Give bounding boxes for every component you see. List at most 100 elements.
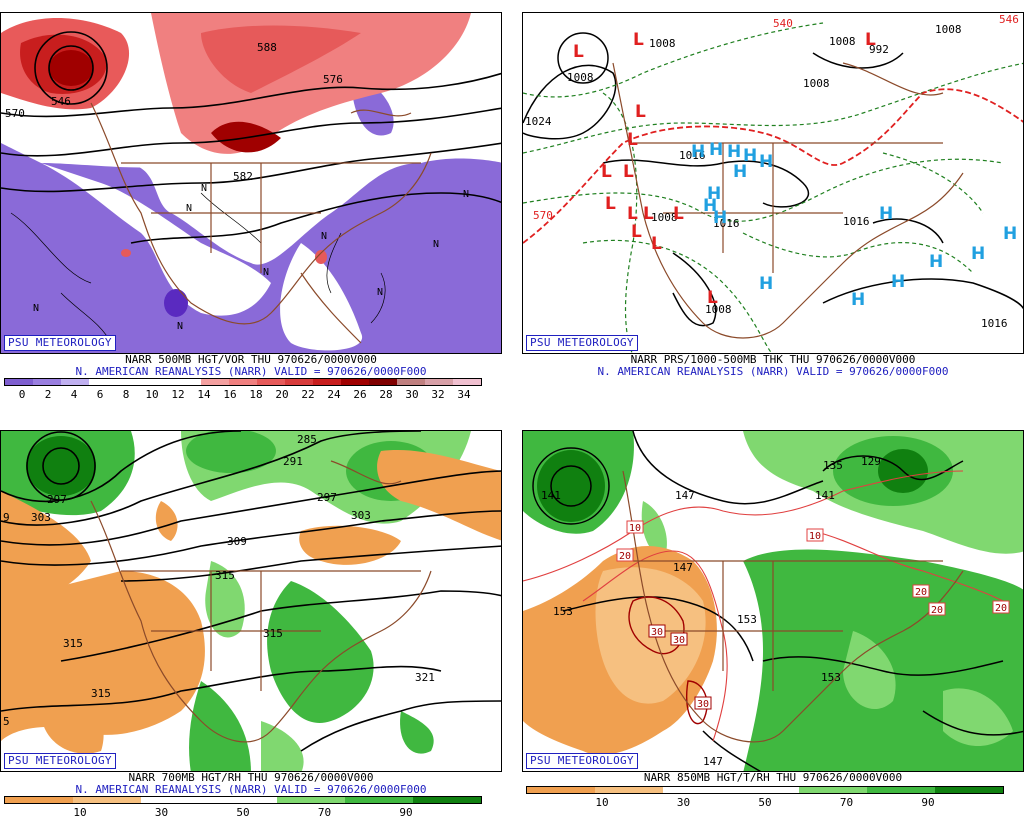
hgt-label: 315 xyxy=(91,687,111,700)
thk-contour xyxy=(523,62,1023,154)
rh-colorbar-ticks: 10 30 50 70 90 xyxy=(4,807,482,819)
caption-valid: N. AMERICAN REANALYSIS (NARR) VALID = 97… xyxy=(75,365,427,378)
hgt-contour xyxy=(1,431,422,526)
colorbar-swatch xyxy=(527,787,595,793)
hgt-label: 141 xyxy=(541,489,561,502)
vort-marker: N xyxy=(433,239,439,250)
hgt-contour xyxy=(60,590,501,662)
high-pressure-marker: H xyxy=(759,152,773,172)
temp-label: 20 xyxy=(912,584,930,598)
hgt-label: 303 xyxy=(31,511,51,524)
slp-label: 1016 xyxy=(981,317,1008,330)
vort-low-region xyxy=(1,141,501,353)
colorbar-swatch xyxy=(141,797,209,803)
hgt-label: 321 xyxy=(415,671,435,684)
temp-label: 30 xyxy=(670,632,688,646)
high-pressure-marker: H xyxy=(709,140,723,160)
colorbar-swatch xyxy=(397,379,425,385)
thk-contour xyxy=(523,22,824,98)
high-pressure-marker: H xyxy=(929,252,943,272)
colorbar-tick-label: 70 xyxy=(839,796,854,809)
colorbar-tick-label: 10 xyxy=(145,388,159,401)
colorbar-swatch xyxy=(209,797,277,803)
high-pressure-marker: H xyxy=(713,208,727,228)
caption-valid: N. AMERICAN REANALYSIS (NARR) VALID = 97… xyxy=(75,783,427,796)
hgt-label: 546 xyxy=(51,95,71,108)
colorbar-tick-label: 24 xyxy=(327,388,341,401)
hgt-label: 147 xyxy=(703,755,723,768)
hgt-label: 135 xyxy=(823,459,843,472)
slp-label: 1008 xyxy=(829,35,856,48)
hgt-contour xyxy=(120,545,501,582)
colorbar-swatch xyxy=(935,787,1003,793)
vort-marker: N xyxy=(321,231,327,242)
colorbar-swatch xyxy=(799,787,867,793)
map-850mb[interactable]: 141 147 141 135 129 153 153 153 147 147 … xyxy=(522,430,1024,772)
thk-label: 546 xyxy=(999,13,1019,26)
svg-text:30: 30 xyxy=(673,635,685,646)
psu-meteorology-badge: PSU METEOROLOGY xyxy=(4,753,116,769)
temp-label: 10 xyxy=(806,528,824,542)
psu-meteorology-badge: PSU METEOROLOGY xyxy=(526,335,638,351)
map-700mb[interactable]: 285 291 297 297 303 303 309 315 315 315 … xyxy=(0,430,502,772)
thk-contour xyxy=(523,158,1004,222)
svg-text:20: 20 xyxy=(931,605,943,616)
slp-label: 1008 xyxy=(649,37,676,50)
hgt-contour xyxy=(1,72,501,118)
hgt-label: 297 xyxy=(317,491,337,504)
colorbar-tick-label: 90 xyxy=(399,806,413,819)
svg-text:20: 20 xyxy=(915,587,927,598)
slp-label: 1016 xyxy=(843,215,870,228)
hgt-label: 588 xyxy=(257,41,277,54)
hgt-contour xyxy=(130,192,501,244)
high-pressure-marker: H xyxy=(759,274,773,294)
colorbar-tick-label: 14 xyxy=(197,388,211,401)
svg-text:10: 10 xyxy=(629,523,641,534)
caption-title: NARR PRS/1000-500MB THK THU 970626/0000V… xyxy=(630,353,916,366)
psu-meteorology-badge: PSU METEOROLOGY xyxy=(526,753,638,769)
colorbar-swatch xyxy=(663,787,731,793)
high-pressure-marker: H xyxy=(727,142,741,162)
colorbar-tick-label: 0 xyxy=(18,388,26,401)
svg-text:20: 20 xyxy=(619,551,631,562)
low-pressure-marker: L xyxy=(643,204,654,224)
colorbar-swatch xyxy=(425,379,453,385)
panel-500mb: 570 576 582 588 546 N N N N N N N N N PS… xyxy=(0,12,502,402)
colorbar-swatch xyxy=(413,797,481,803)
vort-marker: N xyxy=(377,287,383,298)
colorbar-tick-label: 50 xyxy=(758,796,772,809)
colorbar-tick-label: 32 xyxy=(431,388,445,401)
coastline xyxy=(90,500,432,743)
hgt-label: 147 xyxy=(673,561,693,574)
slp-label: 1008 xyxy=(567,71,594,84)
rh-dry-region xyxy=(1,491,91,601)
colorbar-swatch xyxy=(89,379,117,385)
vorticity-colorbar xyxy=(4,378,482,386)
colorbar-tick-label: 70 xyxy=(317,806,332,819)
colorbar-tick-label: 30 xyxy=(405,388,419,401)
colorbar-tick-label: 16 xyxy=(223,388,237,401)
colorbar-tick-label: 28 xyxy=(379,388,393,401)
hgt-contour xyxy=(1,107,501,157)
hgt-contour xyxy=(922,710,1023,736)
colorbar-tick-label: 10 xyxy=(595,796,609,809)
hgt-label: 303 xyxy=(351,509,371,522)
hgt-contour xyxy=(762,656,1004,676)
high-pressure-marker: H xyxy=(703,196,717,216)
colorbar-tick-label: 34 xyxy=(457,388,471,401)
colorbar-swatch xyxy=(61,379,89,385)
low-pressure-marker: L xyxy=(633,30,644,50)
slp-contour xyxy=(812,52,904,69)
colorbar-swatch xyxy=(341,379,369,385)
panel-850mb: 141 147 141 135 129 153 153 153 147 147 … xyxy=(522,430,1024,820)
low-pressure-marker: L xyxy=(673,204,684,224)
colorbar-tick-label: 30 xyxy=(676,796,691,809)
map-500mb[interactable]: 570 576 582 588 546 N N N N N N N N N xyxy=(0,12,502,354)
colorbar-swatch xyxy=(173,379,201,385)
slp-label: 1016 xyxy=(713,217,740,230)
panel-thickness: 1008 1008 1008 1008 1008 992 1008 1024 1… xyxy=(522,12,1024,402)
thk-label: 570 xyxy=(533,209,553,222)
hgt-label: 315 xyxy=(263,627,283,640)
map-thickness[interactable]: 1008 1008 1008 1008 1008 992 1008 1024 1… xyxy=(522,12,1024,354)
low-pressure-marker: L xyxy=(631,222,642,242)
